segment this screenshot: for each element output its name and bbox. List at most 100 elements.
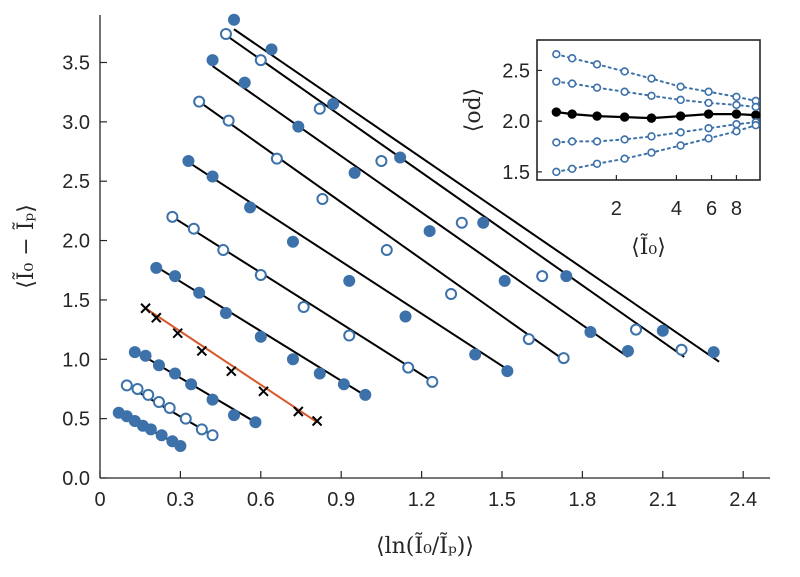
inset-point-lower2 bbox=[676, 141, 685, 150]
data-point-s6 bbox=[426, 375, 439, 388]
data-point-s2 bbox=[195, 423, 208, 436]
data-point-s4 bbox=[226, 365, 237, 377]
data-point-s1 bbox=[144, 423, 157, 436]
data-point-s2 bbox=[120, 379, 133, 392]
main-x-tick-label: 1.2 bbox=[408, 489, 436, 511]
inset-point-mean bbox=[567, 109, 577, 119]
fit-line-s8 bbox=[198, 100, 567, 363]
data-point-s7 bbox=[399, 310, 412, 323]
data-point-s6 bbox=[402, 361, 415, 374]
data-point-s4 bbox=[140, 303, 151, 314]
inset-y-tick-label: 1.5 bbox=[502, 162, 530, 184]
data-point-s10 bbox=[375, 155, 388, 168]
data-point-s8 bbox=[557, 352, 570, 365]
data-point-s8 bbox=[222, 114, 235, 127]
data-point-s4 bbox=[196, 345, 208, 357]
data-point-s8 bbox=[380, 244, 393, 257]
inset-plot: 2 4 6 8 1.5 2.0 2.5 ⟨Ĩ₀⟩ ⟨od⟩ bbox=[461, 39, 761, 260]
main-y-tick-label: 3.0 bbox=[62, 112, 90, 134]
data-point-s6 bbox=[166, 210, 179, 223]
data-point-s8 bbox=[522, 333, 535, 346]
fit-line-s6 bbox=[171, 215, 436, 384]
inset-point-lower1 bbox=[592, 137, 602, 146]
data-point-s7 bbox=[244, 201, 257, 214]
data-point-s3 bbox=[228, 409, 240, 422]
data-point-s11 bbox=[707, 346, 720, 359]
inset-x-tick-label: 2 bbox=[611, 198, 622, 220]
main-y-tick-label: 2.5 bbox=[62, 171, 90, 193]
data-point-s6 bbox=[217, 244, 230, 257]
inset-point-mean bbox=[592, 111, 602, 121]
data-point-s4 bbox=[172, 327, 183, 339]
data-point-s11 bbox=[560, 270, 573, 283]
inset-x-tick-label: 6 bbox=[706, 198, 717, 220]
inset-point-lower1 bbox=[552, 138, 561, 147]
data-point-s5 bbox=[337, 378, 350, 391]
inset-point-upper1 bbox=[592, 83, 602, 92]
inset-point-upper2 bbox=[676, 82, 685, 91]
main-y-tick-label: 0.5 bbox=[62, 409, 90, 431]
main-x-axis-label: ⟨ln(Ĩ₀/Ĩₚ)⟩ bbox=[376, 531, 474, 559]
inset-y-tick-label: 2.5 bbox=[502, 60, 530, 82]
inset-y-axis-label: ⟨od⟩ bbox=[461, 88, 486, 133]
inset-point-lower2 bbox=[592, 159, 602, 168]
data-point-s6 bbox=[343, 329, 356, 342]
data-point-s9 bbox=[348, 166, 361, 179]
data-point-s10 bbox=[455, 216, 468, 229]
data-point-s1 bbox=[155, 429, 168, 442]
fit-line-s10 bbox=[225, 34, 685, 358]
data-point-s5 bbox=[359, 388, 372, 401]
inset-point-lower2 bbox=[647, 148, 656, 157]
inset-point-lower2 bbox=[704, 134, 713, 143]
inset-point-lower2 bbox=[620, 154, 629, 163]
data-point-s6 bbox=[297, 301, 310, 314]
inset-point-lower1 bbox=[620, 135, 629, 144]
data-point-s2 bbox=[131, 382, 144, 395]
inset-x-tick-label: 4 bbox=[671, 198, 682, 220]
data-point-s9 bbox=[292, 120, 305, 133]
fit-line-s9 bbox=[211, 65, 629, 358]
inset-point-mean bbox=[551, 107, 562, 117]
inset-point-lower2 bbox=[552, 167, 561, 177]
main-y-tick-label: 0.0 bbox=[62, 468, 90, 490]
data-point-s5 bbox=[219, 306, 232, 319]
inset-x-tick-label: 8 bbox=[731, 198, 742, 220]
inset-point-lower1 bbox=[732, 120, 741, 129]
data-point-s11 bbox=[228, 13, 240, 26]
data-point-s8 bbox=[445, 287, 458, 300]
fit-line-s7 bbox=[187, 161, 511, 372]
inset-point-upper1 bbox=[732, 100, 741, 110]
data-point-s10 bbox=[675, 343, 688, 356]
data-point-s5 bbox=[286, 353, 299, 366]
inset-y-tick-label: 2.0 bbox=[502, 111, 530, 133]
inset-point-mean bbox=[703, 109, 714, 119]
data-point-s10 bbox=[630, 323, 642, 336]
inset-point-mean bbox=[675, 111, 686, 121]
inset-point-lower2 bbox=[751, 121, 760, 130]
main-x-tick-label: 2.1 bbox=[649, 489, 677, 511]
inset-point-upper2 bbox=[592, 60, 602, 69]
data-point-s3 bbox=[128, 346, 141, 359]
data-point-s10 bbox=[536, 270, 549, 283]
data-point-s2 bbox=[163, 401, 176, 414]
main-x-tick-label: 2.4 bbox=[729, 489, 757, 511]
main-y-axis-label: ⟨Ĩ₀ − Ĩₚ⟩ bbox=[11, 204, 39, 289]
data-point-s1 bbox=[174, 439, 187, 452]
data-point-s11 bbox=[327, 98, 340, 111]
inset-point-upper2 bbox=[732, 92, 741, 102]
inset-point-mean bbox=[619, 112, 630, 122]
inset-x-axis-label: ⟨Ĩ₀⟩ bbox=[631, 232, 666, 260]
data-point-s7 bbox=[182, 155, 195, 168]
fit-line-s11 bbox=[233, 28, 720, 363]
data-point-s3 bbox=[139, 349, 152, 362]
inset-point-lower1 bbox=[647, 132, 656, 141]
data-point-s6 bbox=[187, 222, 200, 235]
data-point-s3 bbox=[249, 416, 262, 429]
inset-point-upper2 bbox=[567, 54, 577, 63]
main-x-tick-label: 0 bbox=[94, 489, 105, 511]
inset-point-lower2 bbox=[732, 127, 741, 136]
data-point-s7 bbox=[343, 274, 356, 287]
inset-point-upper1 bbox=[567, 79, 577, 88]
data-point-s11 bbox=[477, 216, 490, 229]
